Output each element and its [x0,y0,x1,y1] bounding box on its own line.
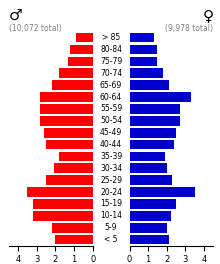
Text: 25-29: 25-29 [100,176,122,185]
Text: 45-49: 45-49 [100,128,122,137]
Bar [53,163,93,173]
Bar [28,187,93,197]
Text: 30-34: 30-34 [100,164,122,173]
Bar [130,163,167,173]
Bar [130,235,169,244]
Bar [130,223,167,233]
Bar [130,80,169,90]
Text: ♂: ♂ [9,8,22,23]
Bar [59,152,93,161]
Bar [130,175,172,185]
Bar [130,68,163,78]
Bar [44,128,93,138]
Bar [33,199,93,209]
Bar [52,223,93,233]
Text: 75-79: 75-79 [100,57,122,66]
Bar [46,140,93,149]
Text: (10,072 total): (10,072 total) [9,24,62,33]
Bar [130,140,174,149]
Bar [33,211,93,221]
Bar [52,80,93,90]
Bar [46,175,93,185]
Text: (9,978 total): (9,978 total) [165,24,213,33]
Bar [130,128,176,138]
Bar [40,116,93,126]
Text: 10-14: 10-14 [100,211,122,220]
Bar [130,152,165,161]
Bar [130,199,176,209]
Text: 60-64: 60-64 [100,92,122,102]
Bar [59,68,93,78]
Bar [130,187,195,197]
Text: 35-39: 35-39 [100,152,122,161]
Text: > 85: > 85 [102,33,120,42]
Text: 40-44: 40-44 [100,140,122,149]
Text: 50-54: 50-54 [100,116,122,125]
Bar [76,33,93,43]
Bar [130,33,154,43]
Text: 20-24: 20-24 [100,187,122,197]
Text: 65-69: 65-69 [100,81,122,90]
Bar [130,45,158,54]
Text: 70-74: 70-74 [100,69,122,78]
Bar [55,235,93,244]
Bar [130,104,180,114]
Text: ♀: ♀ [202,8,213,23]
Text: < 5: < 5 [104,235,118,244]
Bar [130,92,191,102]
Text: 55-59: 55-59 [100,104,122,114]
Bar [70,45,93,54]
Bar [130,211,170,221]
Bar [130,56,158,66]
Bar [130,116,180,126]
Text: 5-9: 5-9 [105,223,117,232]
Text: 80-84: 80-84 [100,45,122,54]
Bar [40,92,93,102]
Bar [40,104,93,114]
Text: 15-19: 15-19 [100,199,122,209]
Bar [68,56,93,66]
